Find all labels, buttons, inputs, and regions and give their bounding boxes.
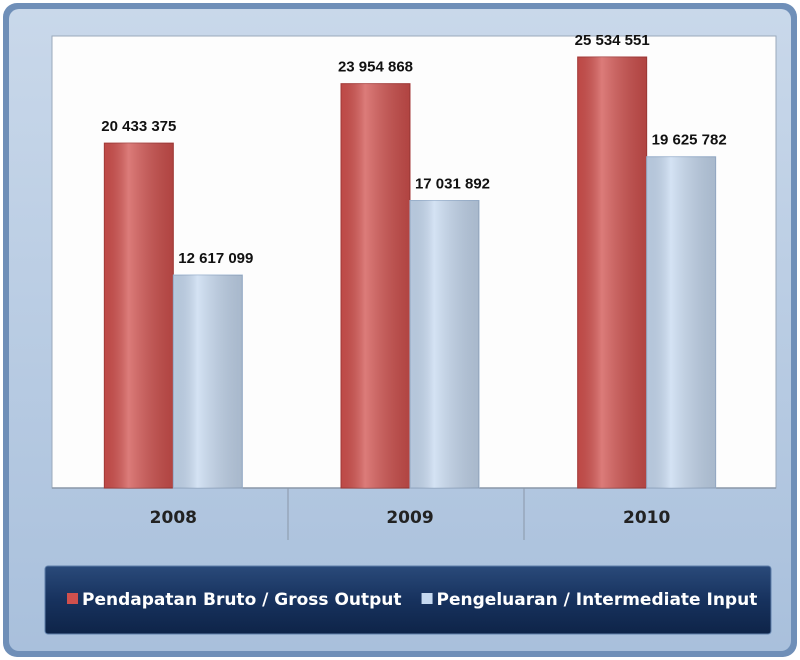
- legend-swatch: [421, 593, 433, 604]
- bar-highlight: [410, 200, 479, 488]
- value-label: 25 534 551: [575, 32, 650, 49]
- bar-highlight: [173, 275, 243, 488]
- legend-label: Pendapatan Bruto / Gross Output: [82, 590, 402, 610]
- bar-highlight: [646, 156, 716, 488]
- value-label: 23 954 868: [338, 59, 413, 76]
- bar-highlight: [341, 83, 410, 489]
- value-label: 17 031 892: [415, 175, 490, 192]
- value-label: 20 433 375: [101, 118, 176, 135]
- legend-box: [44, 565, 772, 635]
- bar-highlight: [577, 57, 647, 488]
- x-tick-label: 2009: [386, 508, 433, 528]
- legend-label: Pengeluaran / Intermediate Input: [437, 590, 758, 610]
- value-label: 12 617 099: [178, 250, 253, 267]
- x-tick-label: 2008: [150, 508, 197, 528]
- bar-highlight: [104, 143, 174, 488]
- x-tick-label: 2010: [623, 508, 670, 528]
- value-label: 19 625 782: [652, 132, 727, 149]
- legend-swatch: [67, 593, 78, 604]
